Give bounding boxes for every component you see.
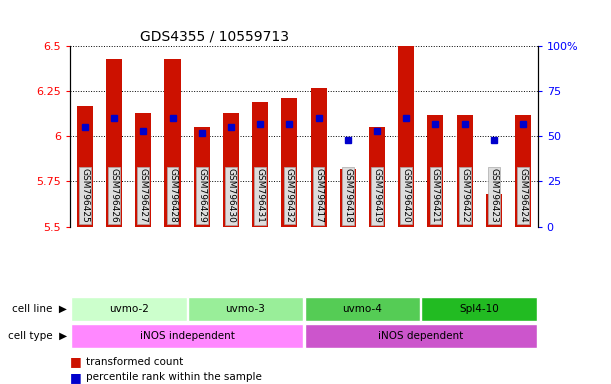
- Text: GSM796426: GSM796426: [109, 168, 119, 223]
- Text: percentile rank within the sample: percentile rank within the sample: [86, 372, 262, 382]
- Text: cell line  ▶: cell line ▶: [12, 304, 67, 314]
- Bar: [281, 98, 298, 227]
- Text: GSM796432: GSM796432: [285, 168, 294, 223]
- Text: GSM796419: GSM796419: [373, 168, 381, 223]
- Text: Spl4-10: Spl4-10: [459, 304, 499, 314]
- Bar: [135, 113, 152, 227]
- Bar: [252, 102, 268, 227]
- Bar: [71, 324, 304, 348]
- Text: uvmo-3: uvmo-3: [225, 304, 266, 314]
- Bar: [398, 13, 414, 227]
- Text: iNOS dependent: iNOS dependent: [378, 331, 464, 341]
- Text: GSM796417: GSM796417: [314, 168, 323, 223]
- Text: GSM796424: GSM796424: [519, 168, 527, 223]
- Bar: [71, 297, 186, 321]
- Bar: [304, 324, 537, 348]
- Text: ■: ■: [70, 355, 82, 368]
- Bar: [428, 115, 444, 227]
- Text: GSM796431: GSM796431: [255, 168, 265, 223]
- Bar: [369, 127, 385, 227]
- Bar: [310, 88, 327, 227]
- Text: cell type  ▶: cell type ▶: [8, 331, 67, 341]
- Bar: [194, 127, 210, 227]
- Text: GSM796428: GSM796428: [168, 168, 177, 223]
- Bar: [340, 169, 356, 227]
- Text: GSM796430: GSM796430: [227, 168, 235, 223]
- Text: GDS4355 / 10559713: GDS4355 / 10559713: [141, 30, 290, 43]
- Text: GSM796422: GSM796422: [460, 168, 469, 223]
- Bar: [77, 106, 93, 227]
- Bar: [106, 59, 122, 227]
- Text: GSM796418: GSM796418: [343, 168, 353, 223]
- Bar: [422, 297, 537, 321]
- Text: GSM796427: GSM796427: [139, 168, 148, 223]
- Bar: [223, 113, 239, 227]
- Text: transformed count: transformed count: [86, 356, 183, 367]
- Text: GSM796429: GSM796429: [197, 168, 207, 223]
- Bar: [456, 115, 473, 227]
- Text: GSM796423: GSM796423: [489, 168, 499, 223]
- Text: GSM796421: GSM796421: [431, 168, 440, 223]
- Text: iNOS independent: iNOS independent: [140, 331, 235, 341]
- Text: uvmo-4: uvmo-4: [342, 304, 382, 314]
- Text: GSM796425: GSM796425: [81, 168, 89, 223]
- Bar: [515, 115, 531, 227]
- Text: uvmo-2: uvmo-2: [109, 304, 148, 314]
- Text: ■: ■: [70, 371, 82, 384]
- Text: GSM796420: GSM796420: [401, 168, 411, 223]
- Bar: [188, 297, 304, 321]
- Bar: [164, 59, 180, 227]
- Bar: [304, 297, 420, 321]
- Bar: [486, 194, 502, 227]
